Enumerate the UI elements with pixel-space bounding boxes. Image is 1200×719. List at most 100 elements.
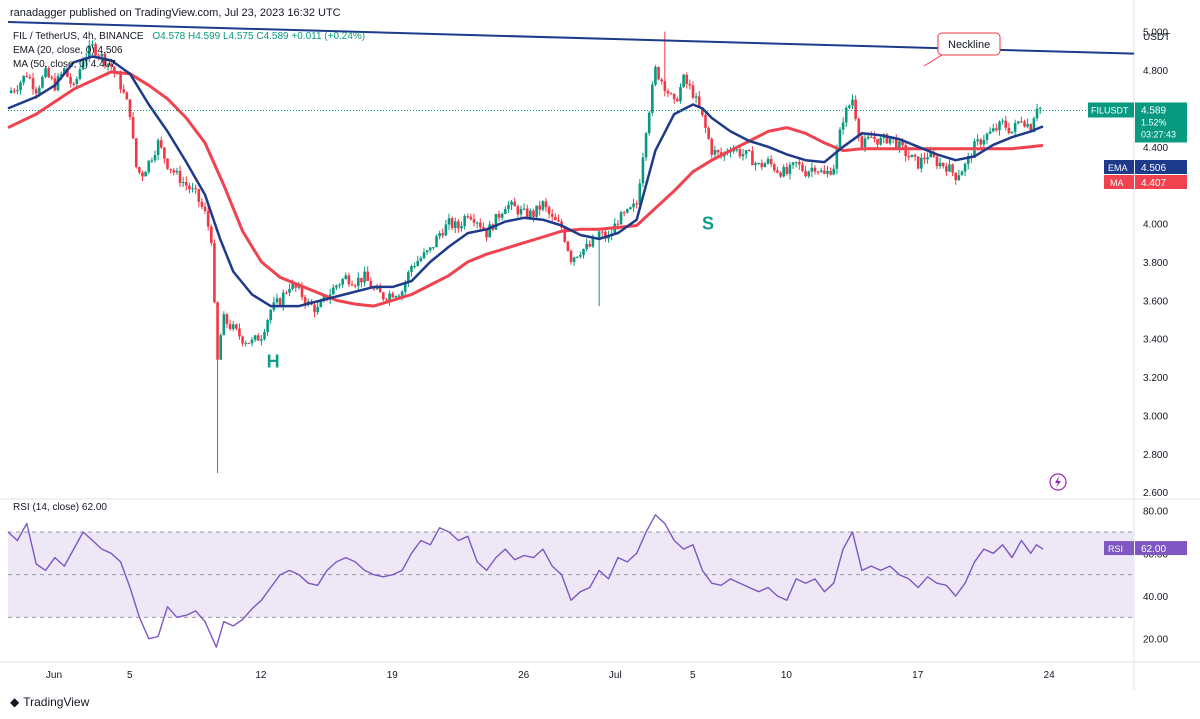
candle-body: [163, 147, 166, 159]
candle-body: [450, 218, 454, 228]
candle-body: [544, 201, 548, 208]
candle-body: [920, 157, 923, 169]
candle-body: [616, 223, 620, 225]
candle-body: [294, 283, 298, 288]
ema-line: [7, 55, 1044, 308]
candle-body: [225, 314, 229, 324]
price-tick-label: 3.400: [1143, 335, 1168, 346]
candle-body: [147, 160, 151, 172]
candle-body: [697, 96, 701, 108]
candle-body: [466, 216, 470, 218]
time-tick-label: 17: [912, 670, 924, 681]
candle-body: [773, 164, 776, 171]
candle-body: [278, 298, 282, 306]
candle-body: [388, 293, 391, 301]
price-tick-label: 3.600: [1143, 296, 1168, 307]
candle-body: [563, 227, 567, 242]
candle-body: [744, 150, 748, 155]
candle-body: [219, 335, 222, 360]
candle-body: [735, 149, 739, 151]
candle-body: [222, 314, 226, 336]
candle-body: [644, 133, 648, 158]
candle-body: [41, 76, 44, 88]
candle-body: [916, 156, 920, 169]
candle-body: [357, 277, 360, 286]
candle-body: [651, 84, 654, 113]
candle-body: [382, 292, 385, 300]
candle-body: [138, 167, 141, 173]
candle-body: [128, 99, 132, 118]
price-tick-label: 4.400: [1143, 143, 1168, 154]
candle-body: [100, 53, 104, 57]
candle-body: [888, 137, 892, 144]
candle-body: [985, 133, 989, 140]
candle-body: [47, 68, 50, 78]
candle-body: [1004, 120, 1008, 128]
candle-body: [788, 164, 792, 174]
candle-body: [475, 222, 479, 224]
candle-body: [791, 162, 795, 165]
symbol-tag-bg: [1088, 102, 1134, 118]
candle-body: [766, 159, 770, 164]
candle-body: [238, 328, 241, 337]
candle-body: [579, 255, 582, 257]
candle-body: [948, 164, 951, 172]
candle-body: [660, 79, 664, 82]
candle-body: [801, 164, 804, 171]
candle-body: [500, 213, 504, 218]
candle-body: [654, 66, 657, 85]
candle-body: [754, 163, 757, 166]
candle-body: [907, 156, 911, 158]
candle-body: [647, 112, 651, 134]
candle-body: [353, 285, 357, 287]
candle-body: [228, 323, 232, 329]
last-price-tag-bg[interactable]: [1135, 102, 1187, 143]
candle-body: [626, 209, 629, 213]
candle-body: [44, 68, 47, 77]
candle-body: [976, 139, 979, 142]
candle-body: [425, 250, 429, 253]
ma-legend[interactable]: MA (50, close, 0) 4.407: [13, 59, 116, 70]
last-price-change: 1.52%: [1141, 117, 1167, 127]
tradingview-brand[interactable]: ◆ TradingView: [10, 695, 89, 709]
candle-body: [904, 145, 907, 157]
candle-body: [538, 205, 542, 210]
candle-body: [457, 221, 460, 229]
candle-body: [181, 181, 185, 184]
candle-body: [341, 279, 344, 285]
candle-body: [372, 288, 376, 290]
candle-body: [275, 298, 279, 303]
candle-body: [951, 164, 954, 173]
candle-body: [532, 210, 535, 217]
candle-body: [804, 170, 807, 177]
candle-body: [863, 138, 867, 148]
candle-body: [1035, 108, 1039, 119]
candle-body: [666, 91, 670, 94]
candle-body: [597, 231, 601, 238]
ema-legend[interactable]: EMA (20, close, 0) 4.506: [13, 45, 123, 56]
candle-body: [197, 189, 201, 202]
candle-body: [141, 172, 144, 177]
time-tick-label: 19: [387, 670, 399, 681]
symbol-label[interactable]: FIL / TetherUS, 4h, BINANCE: [13, 31, 144, 42]
candle-body: [769, 159, 773, 165]
candle-body: [529, 210, 532, 218]
rsi-legend[interactable]: RSI (14, close) 62.00: [13, 502, 107, 513]
candle-body: [857, 118, 861, 137]
candle-body: [1010, 131, 1014, 134]
candle-body: [344, 275, 348, 280]
candle-body: [441, 233, 445, 236]
candle-body: [813, 167, 817, 172]
candle-body: [444, 224, 448, 236]
candle-body: [385, 299, 388, 301]
candle-body: [663, 81, 667, 92]
ema-tag-label-bg: [1104, 160, 1134, 174]
candle-body: [582, 249, 585, 256]
candle-body: [216, 302, 219, 360]
candle-body: [604, 231, 607, 239]
candle-body: [945, 166, 948, 172]
last-price-value: 4.589: [1141, 105, 1166, 116]
candle-body: [572, 257, 576, 262]
candle-body: [1032, 118, 1036, 133]
